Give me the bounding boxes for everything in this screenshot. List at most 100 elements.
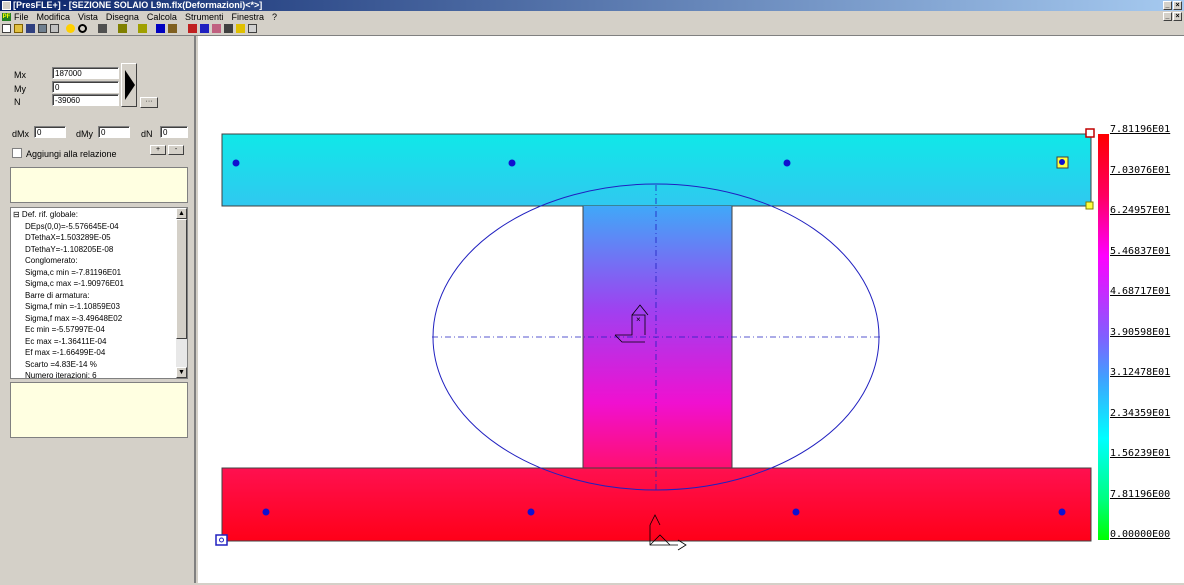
menu-item[interactable]: Calcola <box>146 12 177 22</box>
tree-item[interactable]: DEps(0,0)=-5.576645E-04 <box>25 221 119 231</box>
my-label: My <box>14 84 26 94</box>
minus-button[interactable]: - <box>168 145 184 155</box>
t-section-icon[interactable] <box>200 24 209 33</box>
toolbar <box>0 23 1184 36</box>
book-icon[interactable] <box>236 24 245 33</box>
rebar-dot <box>1059 159 1065 165</box>
tree-item[interactable]: Conglomerato: <box>25 256 78 265</box>
n-input[interactable]: -39060 <box>52 94 119 106</box>
dmx-input[interactable]: 0 <box>34 126 66 138</box>
app-icon[interactable] <box>2 1 11 10</box>
tree-item[interactable]: Sigma,f min =-1.10859E03 <box>25 302 120 311</box>
add-to-report-label: Aggiungi alla relazione <box>26 149 117 159</box>
n-label: N <box>14 97 21 107</box>
vertical-scrollbar[interactable]: ▲ ▼ <box>176 208 187 378</box>
window-title: [PresFLE+] - [SEZIONE SOLAIO L9m.flx(Def… <box>13 0 263 10</box>
my-input[interactable]: 0 <box>52 81 119 93</box>
web[interactable] <box>583 206 732 469</box>
close-button[interactable]: × <box>1173 1 1182 10</box>
bottom-flange[interactable] <box>221 467 1092 542</box>
menu-bar: PF File Modifica Vista Disegna Calcola Strume… <box>0 11 1184 23</box>
origin-marker <box>215 534 228 546</box>
calculate-arrow-button[interactable] <box>121 63 137 107</box>
tree-item[interactable]: DTethaY=-1.108205E-08 <box>25 244 114 254</box>
legend-value-label: 3.12478E01 <box>1110 367 1171 378</box>
menu-item[interactable]: Vista <box>78 12 98 22</box>
print-icon[interactable] <box>38 24 47 33</box>
tree-item[interactable]: Sigma,c max =-1.90976E01 <box>25 279 124 288</box>
menu-item[interactable]: Finestra <box>231 12 264 22</box>
info-box[interactable] <box>10 382 188 438</box>
tree-item[interactable]: Ec min =-5.57997E-04 <box>25 325 105 334</box>
note-box[interactable] <box>10 167 188 203</box>
dmy-label: dMy <box>76 129 94 139</box>
section-drawing: × <box>215 128 1109 551</box>
rebar-dot <box>232 159 240 167</box>
scroll-down-icon[interactable]: ▼ <box>176 367 187 378</box>
max-stress-marker <box>1085 128 1095 138</box>
tree-item[interactable]: Numero iterazioni: 6 <box>25 371 97 379</box>
scissors-icon[interactable] <box>224 24 233 33</box>
document-icon[interactable]: PF <box>2 13 11 21</box>
rebar-dot <box>783 159 791 167</box>
mx-label: Mx <box>14 70 26 80</box>
options-button[interactable]: ··· <box>140 97 158 108</box>
beam-icon[interactable] <box>156 24 165 33</box>
scroll-thumb[interactable] <box>176 219 187 339</box>
draw-section-icon[interactable] <box>98 24 107 33</box>
dmy-input[interactable]: 0 <box>98 126 130 138</box>
mx-input[interactable]: 187000 <box>52 67 119 79</box>
dn-input[interactable]: 0 <box>160 126 188 138</box>
scroll-up-icon[interactable]: ▲ <box>176 208 187 219</box>
tree-item[interactable]: Ef max =-1.66499E-04 <box>25 348 106 357</box>
menu-item[interactable]: Disegna <box>105 12 139 22</box>
tree-item[interactable]: Sigma,f max =-3.49648E02 <box>25 313 123 323</box>
menu-item[interactable]: Strumenti <box>184 12 224 22</box>
chart-icon[interactable] <box>212 24 221 33</box>
tree-item[interactable]: Ec max =-1.36411E-04 <box>25 336 107 346</box>
legend-value-label: 7.81196E01 <box>1110 124 1171 135</box>
tree-item[interactable]: Sigma,c min =-7.81196E01 <box>25 267 122 277</box>
rebar-dot <box>527 508 535 516</box>
dn-label: dN <box>141 129 153 139</box>
mdi-close-button[interactable]: × <box>1173 12 1182 21</box>
tools-icon[interactable] <box>118 24 127 33</box>
hammer-icon[interactable] <box>168 24 177 33</box>
rebar-dot <box>508 159 516 167</box>
plus-button[interactable]: + <box>150 145 166 155</box>
origin-marker-dot <box>219 537 224 543</box>
help-icon[interactable] <box>248 24 257 33</box>
pen-icon[interactable] <box>138 24 147 33</box>
open-folder-icon[interactable] <box>14 24 23 33</box>
zoom-icon[interactable] <box>78 24 87 33</box>
mdi-minimize-button[interactable]: _ <box>1163 12 1172 21</box>
local-axes-icon: × <box>614 304 649 343</box>
rebar-group <box>232 159 1066 516</box>
tree-root-item[interactable]: ⊟ Def. rif. globale: <box>13 210 78 219</box>
minimize-button[interactable]: _ <box>1163 1 1172 10</box>
tree-item[interactable]: Scarto =4.83E-14 % <box>25 359 97 369</box>
rebar-dot <box>262 508 270 516</box>
save-icon[interactable] <box>26 24 35 33</box>
star-icon[interactable] <box>66 24 75 33</box>
svg-text:×: × <box>636 315 641 324</box>
legend-value-label: 7.81196E00 <box>1110 488 1171 500</box>
rebar-dot <box>1058 508 1066 516</box>
title-bar: [PresFLE+] - [SEZIONE SOLAIO L9m.flx(Def… <box>0 0 1184 11</box>
menu-item[interactable]: ? <box>271 12 277 22</box>
top-flange[interactable] <box>221 133 1092 207</box>
drawing-canvas[interactable]: × <box>198 36 1184 583</box>
tree-item[interactable]: DTethaX=1.503289E-05 <box>25 233 111 242</box>
left-panel: Mx 187000 My 0 N -39060 ··· dMx 0 dMy 0 … <box>0 36 196 583</box>
results-tree[interactable]: ⊟ Def. rif. globale: DEps(0,0)=-5.576645E… <box>10 207 188 379</box>
legend-value-label: 0.00000E00 <box>1110 529 1171 540</box>
menu-item[interactable]: Modifica <box>36 12 71 22</box>
legend-value-label: 2.34359E01 <box>1110 407 1171 419</box>
preview-icon[interactable] <box>50 24 59 33</box>
new-file-icon[interactable] <box>2 24 11 33</box>
explode-icon[interactable] <box>188 24 197 33</box>
menu-item[interactable]: File <box>14 12 29 22</box>
tree-item[interactable]: Barre di armatura: <box>25 290 90 300</box>
legend-value-label: 3.90598E01 <box>1110 326 1171 338</box>
add-to-report-checkbox[interactable] <box>12 148 22 158</box>
